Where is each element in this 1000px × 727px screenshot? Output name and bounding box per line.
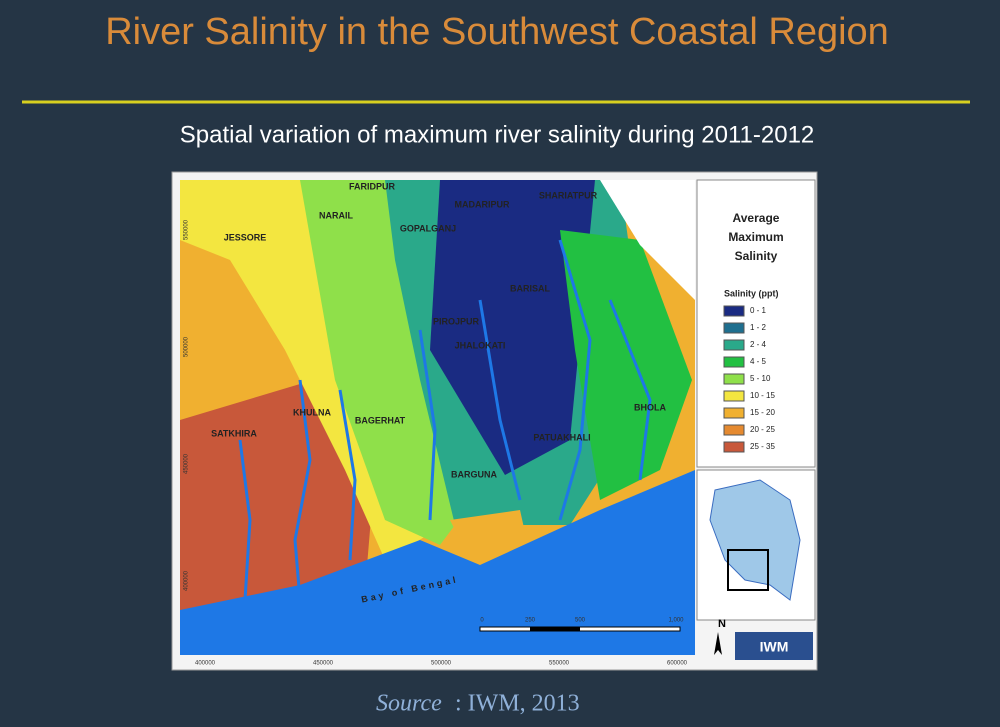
place-label: BARGUNA — [451, 469, 497, 479]
legend-title: Average — [733, 211, 780, 225]
legend-label: 4 - 5 — [750, 357, 767, 366]
legend-label: 1 - 2 — [750, 323, 767, 332]
place-label: SHARIATPUR — [539, 190, 598, 200]
place-label: SATKHIRA — [211, 428, 257, 438]
x-coord: 500000 — [431, 661, 452, 667]
x-coord: 450000 — [313, 661, 334, 667]
legend-swatch — [723, 441, 745, 453]
place-label: BAGERHAT — [355, 415, 406, 425]
scale-label: 250 — [525, 618, 536, 624]
place-label: NARAIL — [319, 210, 353, 220]
inset-country — [709, 479, 801, 601]
y-coord: 550000 — [184, 219, 190, 240]
logo — [735, 632, 813, 660]
scale-bar: 0 250 500 1,000 — [479, 618, 684, 632]
place-label: JESSORE — [224, 232, 267, 242]
source-text: : IWM, 2013 — [455, 691, 580, 717]
x-coord: 600000 — [667, 661, 688, 667]
x-coord: 550000 — [549, 661, 570, 667]
north-arrow: N — [718, 618, 726, 630]
place-label: BHOLA — [634, 402, 666, 412]
legend-label: 5 - 10 — [750, 374, 771, 383]
place-label: BARISAL — [510, 283, 551, 293]
legend-label: 15 - 20 — [750, 408, 775, 417]
logo-text: IWM — [760, 639, 789, 655]
place-label: PATUAKHALI — [533, 432, 590, 442]
title: River Salinity in the Southwest Coastal … — [105, 11, 889, 53]
source-label: Source — [376, 691, 442, 717]
place-label: MADARIPUR — [455, 199, 510, 209]
map-figure: FARIDPUR NARAIL JESSORE GOPALGANJ MADARIPUR S… — [171, 171, 818, 671]
legend-title: Maximum — [728, 230, 783, 244]
map-area — [180, 180, 695, 655]
legend-label: 2 - 4 — [750, 340, 767, 349]
legend-swatch — [723, 373, 745, 385]
legend-swatch — [723, 322, 745, 334]
y-coord: 400000 — [184, 570, 190, 591]
legend-swatch — [723, 390, 745, 402]
legend-swatch — [723, 407, 745, 419]
legend-label: 20 - 25 — [750, 425, 775, 434]
legend-swatch — [723, 356, 745, 368]
legend-label: 10 - 15 — [750, 391, 775, 400]
legend-swatch — [723, 339, 745, 351]
legend-label: 0 - 1 — [750, 306, 767, 315]
legend-swatch — [723, 305, 745, 317]
scale-label: 500 — [575, 618, 586, 624]
subtitle: Spatial variation of maximum river salin… — [180, 121, 815, 148]
inset-extent — [727, 549, 769, 591]
legend-label: 25 - 35 — [750, 442, 775, 451]
place-label: JHALOKATI — [455, 340, 506, 350]
legend-title: Salinity — [735, 249, 778, 263]
x-coord: 400000 — [195, 661, 216, 667]
place-label: KHULNA — [293, 407, 331, 417]
y-coord: 450000 — [184, 453, 190, 474]
place-label: FARIDPUR — [349, 181, 396, 191]
scale-label: 1,000 — [668, 618, 684, 624]
scale-label: 0 — [480, 618, 484, 624]
place-label: GOPALGANJ — [400, 223, 456, 233]
legend-box — [696, 179, 816, 468]
place-label: PIROJPUR — [433, 316, 480, 326]
y-coord: 500000 — [184, 336, 190, 357]
legend-unit: Salinity (ppt) — [724, 288, 779, 298]
legend-swatch — [723, 424, 745, 436]
north-arrow-icon — [714, 632, 722, 655]
